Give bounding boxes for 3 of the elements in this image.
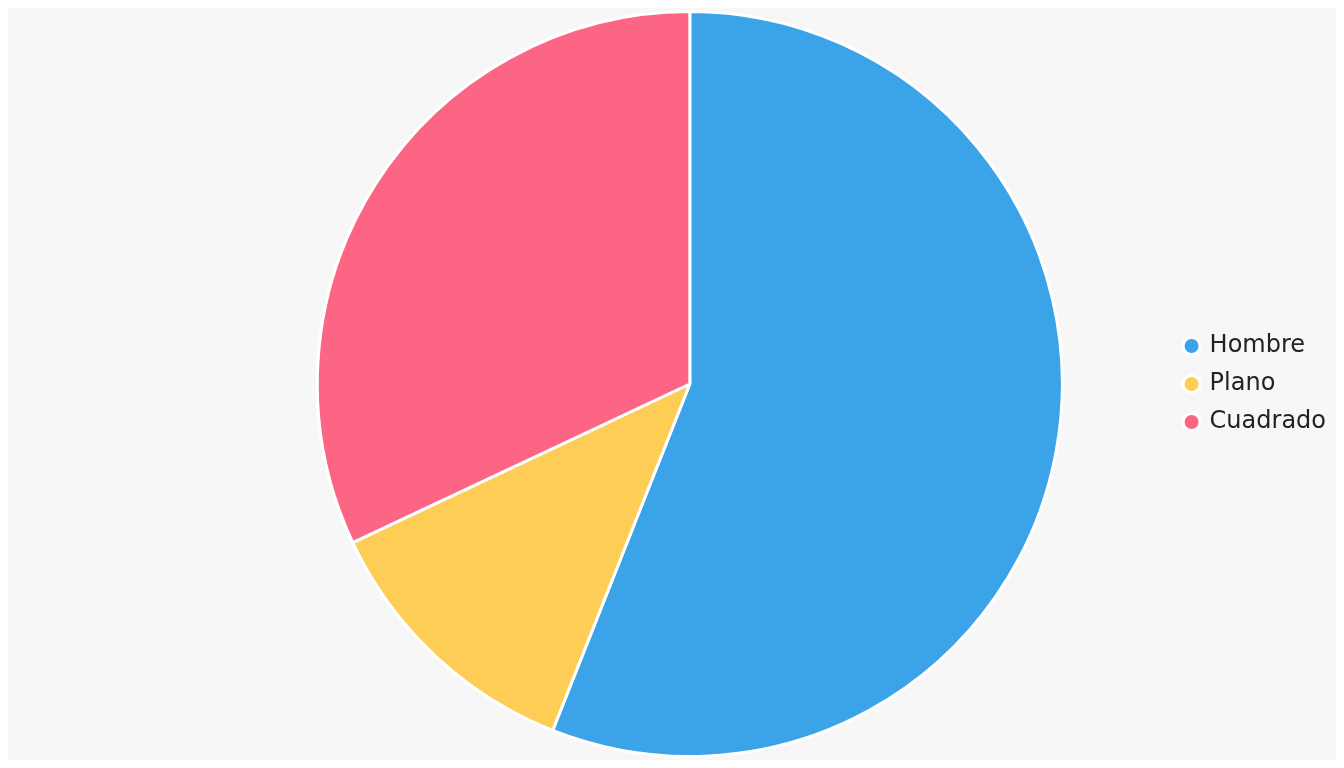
legend-label: Hombre xyxy=(1209,330,1306,359)
legend-label: Cuadrado xyxy=(1209,406,1326,435)
legend-label: Plano xyxy=(1209,368,1276,397)
